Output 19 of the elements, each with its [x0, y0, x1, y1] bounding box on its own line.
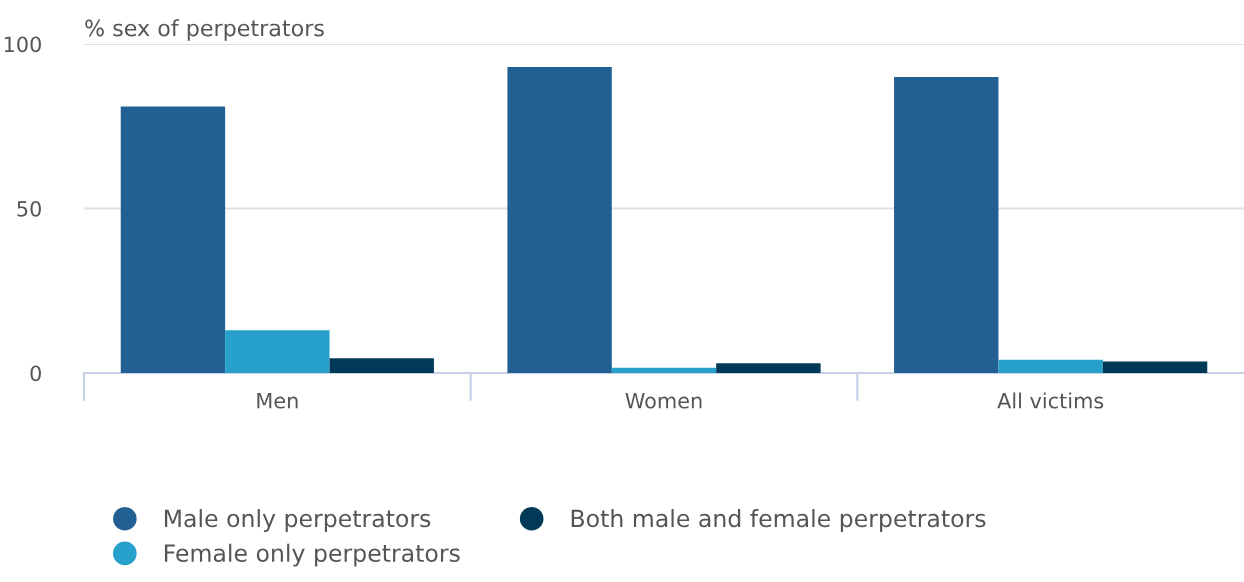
- bar: [329, 358, 434, 373]
- bar: [611, 367, 717, 373]
- legend-label: Female only perpetrators: [164, 543, 460, 567]
- bar: [120, 106, 226, 373]
- y-tick-label: 50: [17, 200, 41, 217]
- x-tick-label: Women: [625, 393, 702, 409]
- legend-label: Male only perpetrators: [164, 509, 431, 532]
- bar: [225, 330, 330, 373]
- legend-label: Both male and female perpetrators: [571, 509, 986, 532]
- y-tick-label: 100: [4, 36, 41, 53]
- bar: [507, 67, 612, 373]
- x-tick-label: All victims: [997, 392, 1104, 409]
- bar: [1102, 361, 1208, 373]
- bar: [894, 76, 999, 373]
- y-axis-title: % sex of perpetrators: [85, 19, 324, 41]
- bar: [716, 363, 821, 373]
- bar: [998, 359, 1103, 373]
- y-tick-label: 0: [30, 365, 41, 382]
- x-tick-label: Men: [257, 393, 298, 409]
